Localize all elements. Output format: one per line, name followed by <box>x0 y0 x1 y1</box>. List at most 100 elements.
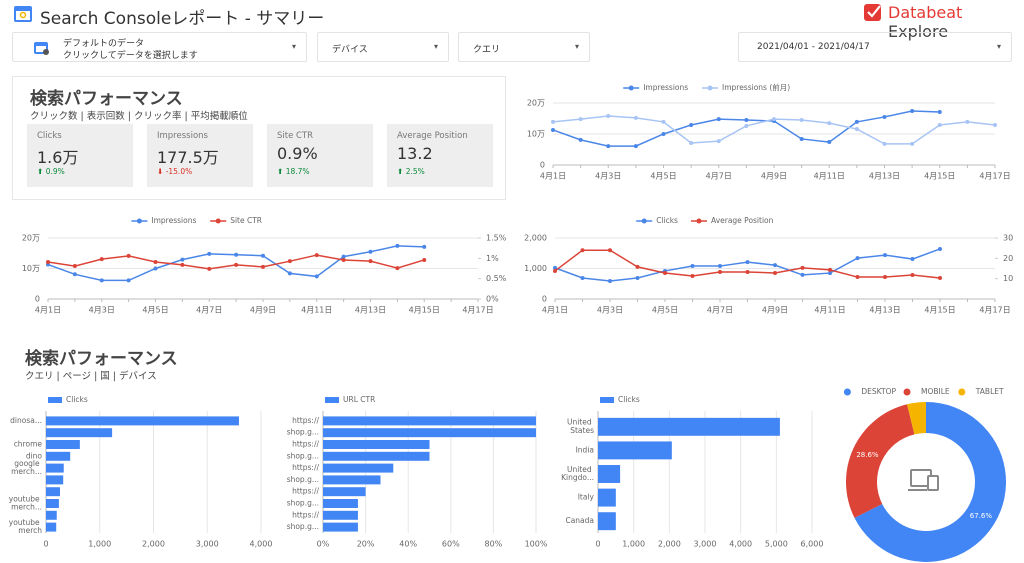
data-point <box>938 246 942 251</box>
y-tick-label: 20万 <box>527 99 545 108</box>
legend-dot <box>843 388 851 396</box>
bar <box>323 440 430 449</box>
x-tick-label: 3,000 <box>694 540 717 549</box>
data-point <box>772 117 776 122</box>
data-point <box>828 267 832 272</box>
data-point <box>606 144 611 149</box>
y2-tick-label: 10 <box>1003 274 1013 283</box>
data-point <box>827 140 832 145</box>
data-point <box>799 136 804 141</box>
y-tick-label: youtube merch... <box>9 494 42 511</box>
data-point <box>883 275 887 280</box>
card-value: 177.5万 <box>157 148 219 167</box>
data-point <box>690 264 695 269</box>
legend-dot <box>136 218 142 224</box>
delta-arrow: ⬆ <box>277 167 284 176</box>
x-tick-label: 60% <box>442 540 460 549</box>
legend-label: DESKTOP <box>861 387 896 396</box>
data-point <box>718 269 722 274</box>
y-tick-label: shop.g... <box>287 428 319 437</box>
y-tick-label: shop.g... <box>287 475 319 484</box>
legend-dot <box>958 388 966 396</box>
data-point <box>126 253 131 258</box>
y-tick-label: https:// <box>292 487 319 496</box>
y-tick-label: https:// <box>292 463 319 472</box>
delta-arrow: ⬆ <box>397 167 404 176</box>
x-tick-label: 4月9日 <box>762 306 788 315</box>
data-point <box>608 279 612 284</box>
legend-label: Site CTR <box>230 216 262 225</box>
y-tick-label: https:// <box>292 440 319 449</box>
y-tick-label: Italy <box>578 493 595 502</box>
data-point <box>910 257 915 262</box>
filter-label: 2021/04/01 - 2021/04/17 <box>757 42 870 52</box>
data-point <box>314 274 319 279</box>
y-tick-label: youtube merch <box>9 518 42 535</box>
x-tick-label: 4月1日 <box>540 172 566 181</box>
device-filter[interactable]: デバイス ▾ <box>317 32 449 62</box>
data-point <box>661 119 666 124</box>
data-point <box>910 273 915 278</box>
data-point <box>910 109 915 114</box>
query-filter[interactable]: クエリ ▾ <box>458 32 590 62</box>
y-tick-label: 20万 <box>22 234 40 243</box>
label-line: merch... <box>11 467 42 476</box>
data-point <box>993 123 997 128</box>
bar <box>46 499 59 508</box>
legend-swatch <box>48 397 62 403</box>
x-tick-label: 4月11日 <box>301 306 332 315</box>
y-tick-label: 0 <box>540 161 545 170</box>
data-point <box>635 264 640 269</box>
x-tick-label: 3,000 <box>196 540 219 549</box>
card-delta: -15.0% <box>165 167 193 176</box>
scorecard: Average Position 13.2 ⬆ 2.5% <box>387 124 493 187</box>
bar <box>323 451 430 461</box>
data-point <box>422 244 427 249</box>
data-point <box>882 114 887 119</box>
data-point <box>341 254 346 259</box>
data-point <box>937 123 942 128</box>
data-point <box>689 140 694 145</box>
data-point <box>689 123 694 128</box>
x-tick-label: 6,000 <box>801 540 824 549</box>
y-tick-label: India <box>576 445 594 454</box>
x-tick-label: 2,000 <box>658 540 681 549</box>
data-point <box>606 114 611 119</box>
series-line <box>554 248 941 282</box>
data-point <box>395 266 400 271</box>
data-point <box>690 274 695 279</box>
x-tick-label: 4月13日 <box>869 306 900 315</box>
label-line: youtube <box>9 518 42 527</box>
date-filter[interactable]: 2021/04/01 - 2021/04/17 ▾ <box>738 32 1012 62</box>
x-tick-label: 4月13日 <box>869 172 900 181</box>
bar <box>323 475 381 485</box>
card-delta-row: ⬆ 2.5% <box>397 167 425 176</box>
data-point <box>422 257 427 262</box>
data-point <box>46 259 50 264</box>
data-point <box>180 257 185 262</box>
delta-arrow: ⬇ <box>157 167 164 176</box>
legend-dot <box>903 388 911 396</box>
scorecard: Clicks 1.6万 ⬆ 0.9% <box>27 124 133 187</box>
data-point <box>72 264 77 269</box>
data-point <box>855 275 860 280</box>
legend-label: Clicks <box>618 395 640 404</box>
legend-label: MOBILE <box>921 387 950 396</box>
data-point <box>99 257 104 262</box>
data-point <box>153 259 158 264</box>
data-point <box>126 278 131 283</box>
legend-dot <box>696 218 702 224</box>
x-tick-label: 4月1日 <box>542 306 568 315</box>
data-source-filter[interactable]: デフォルトのデータ クリックしてデータを選択します ▾ <box>12 32 307 62</box>
y2-tick-label: 0% <box>486 295 499 304</box>
legend-label: Clicks <box>66 395 88 404</box>
y2-tick-label: 1.5% <box>486 234 507 243</box>
data-point <box>633 115 638 120</box>
bar <box>323 499 358 508</box>
bar <box>598 488 616 507</box>
data-point <box>635 275 640 280</box>
data-point <box>937 109 942 114</box>
filter-label: デバイス <box>332 45 368 55</box>
